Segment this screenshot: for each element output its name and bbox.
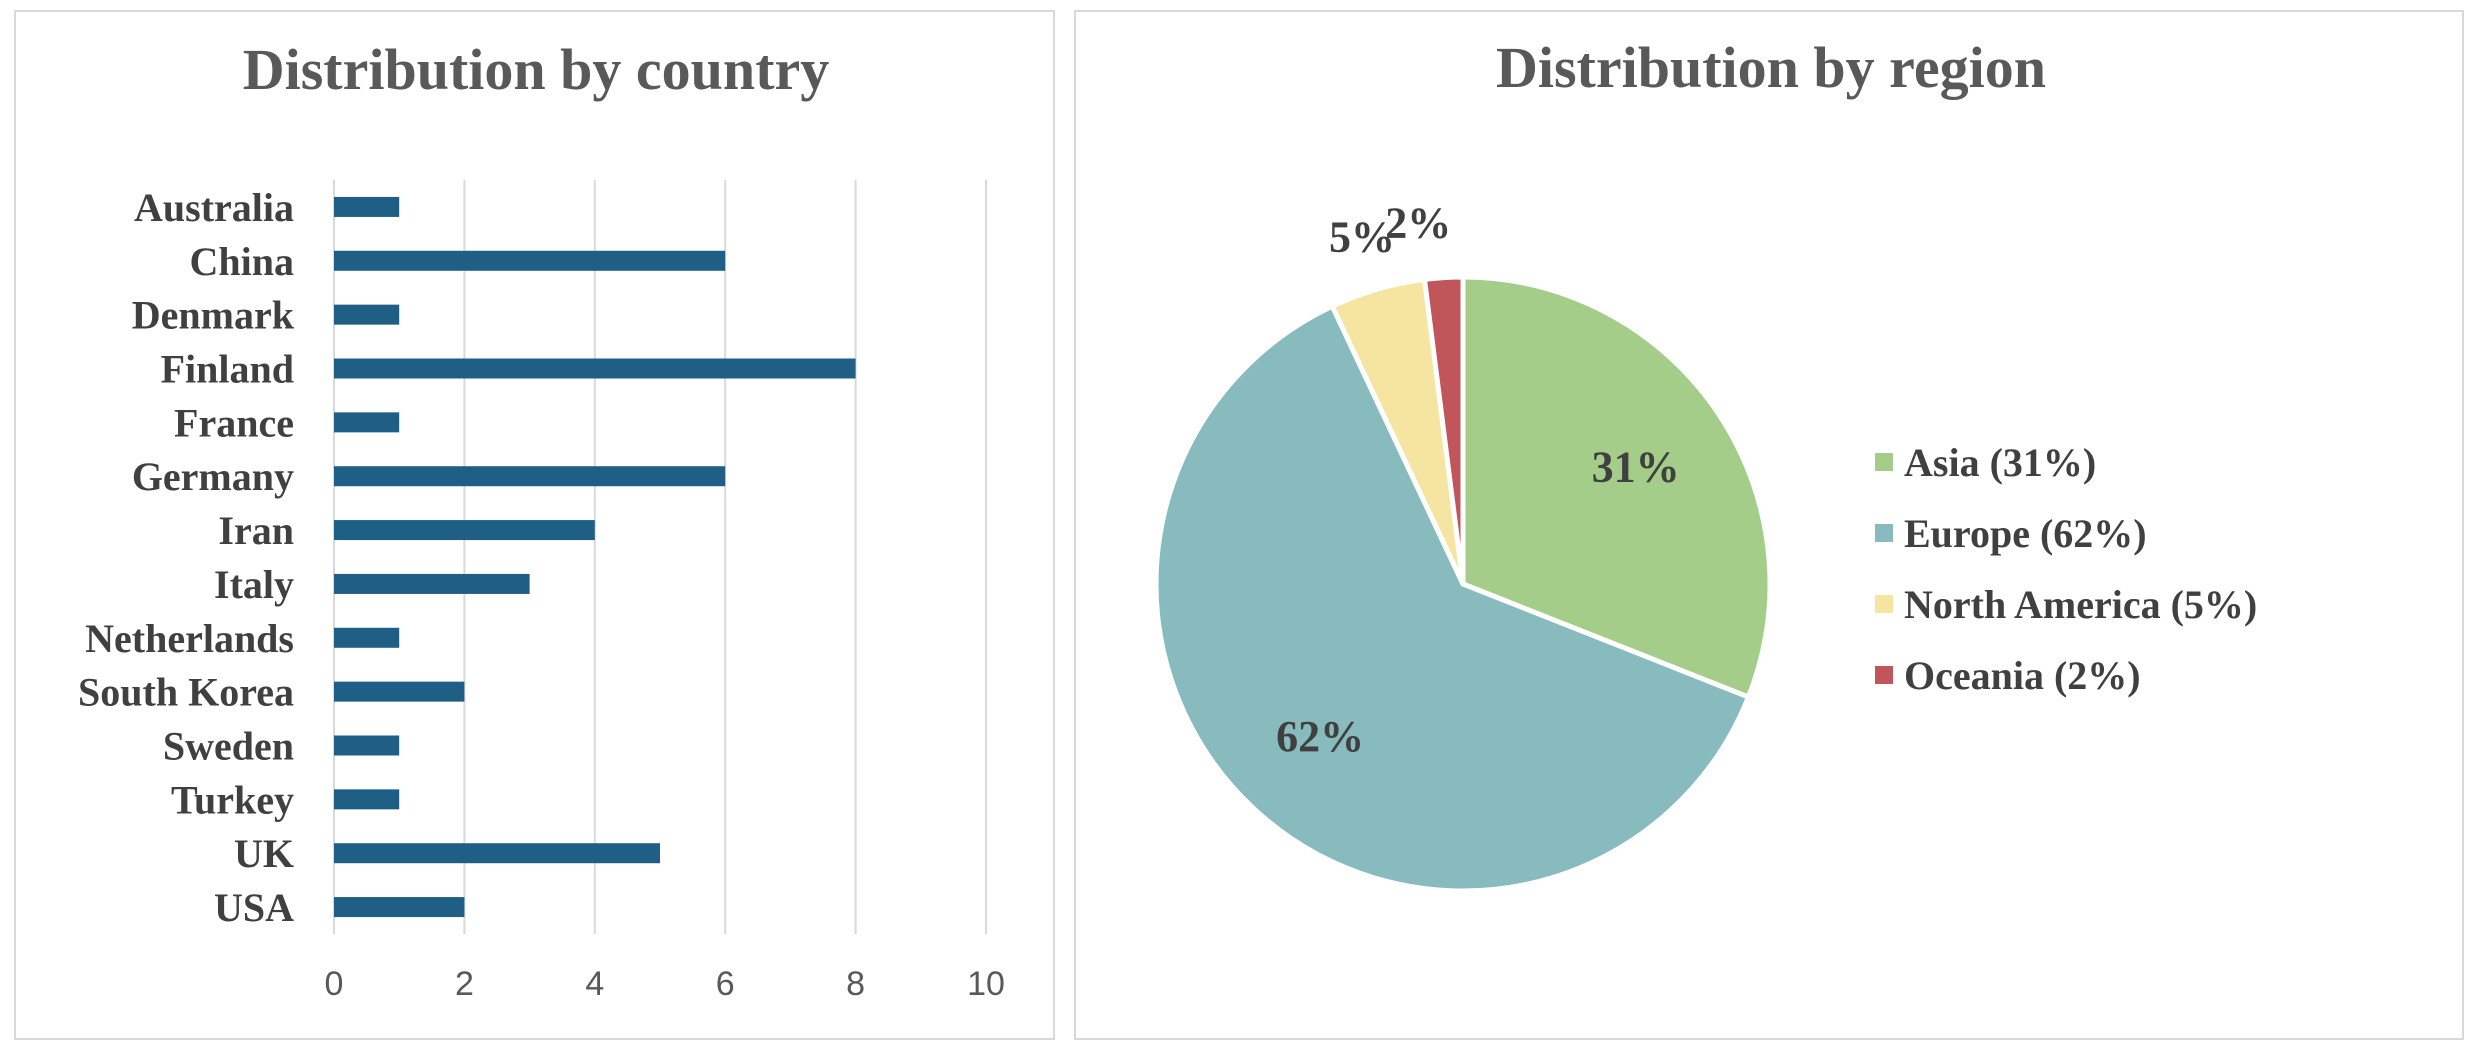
- country-chart-panel: Distribution by country Australia China De…: [14, 10, 1055, 1040]
- data-label-europe: 62%: [1276, 712, 1364, 761]
- bar-france: [334, 412, 400, 433]
- data-label-asia: 31%: [1592, 443, 1680, 492]
- bar-italy: [334, 573, 530, 594]
- legend-label-oceania: Oceania (2%): [1904, 653, 2141, 698]
- category-label-turkey: Turkey: [171, 777, 294, 822]
- category-label-finland: Finland: [161, 347, 294, 392]
- bar-netherlands: [334, 627, 400, 648]
- pie-slice-asia: [1460, 274, 1773, 700]
- category-label-usa: USA: [214, 885, 294, 930]
- country-bar-chart: Distribution by country Australia China De…: [78, 37, 1005, 1003]
- bar-denmark: [334, 304, 400, 325]
- bar-australia: [334, 196, 400, 217]
- category-label-germany: Germany: [132, 454, 294, 499]
- x-tick-label-10: 10: [967, 965, 1005, 1003]
- category-label-iran: Iran: [218, 508, 294, 553]
- data-label-north-america: 5%: [1329, 212, 1395, 261]
- country-chart-title: Distribution by country: [243, 37, 830, 102]
- x-tick-label-8: 8: [846, 965, 865, 1003]
- pie-slice-europe: [1153, 303, 1751, 894]
- x-tick-label-4: 4: [585, 965, 604, 1003]
- category-label-sweden: Sweden: [163, 724, 294, 769]
- bar-south-korea: [334, 681, 465, 702]
- bar-finland: [334, 358, 856, 379]
- category-label-australia: Australia: [134, 185, 294, 230]
- category-label-china: China: [190, 239, 295, 284]
- x-tick-label-6: 6: [716, 965, 735, 1003]
- category-label-italy: Italy: [214, 562, 294, 607]
- legend-label-asia: Asia (31%): [1904, 440, 2096, 485]
- region-chart-panel: Distribution by region 31% 62% 5% 2% Asia (…: [1074, 10, 2464, 1040]
- bar-turkey: [334, 789, 400, 810]
- category-label-uk: UK: [234, 831, 294, 876]
- category-label-france: France: [174, 400, 294, 445]
- bar-china: [334, 250, 726, 271]
- bar-usa: [334, 897, 465, 918]
- region-pie-chart: Distribution by region 31% 62% 5%2% Asia (…: [1153, 35, 2257, 894]
- legend-swatch-asia: [1875, 453, 1893, 471]
- category-label-south-korea: South Korea: [78, 670, 294, 715]
- legend-label-europe: Europe (62%): [1904, 511, 2147, 556]
- bar-germany: [334, 466, 726, 487]
- bar-uk: [334, 843, 660, 864]
- x-tick-label-2: 2: [455, 965, 474, 1003]
- pie-slice-oceania: [1422, 274, 1466, 587]
- category-label-denmark: Denmark: [132, 293, 295, 338]
- legend-swatch-north-america: [1875, 595, 1893, 613]
- legend-label-north-america: North America (5%): [1904, 582, 2257, 627]
- region-chart-title: Distribution by region: [1496, 35, 2046, 100]
- legend-swatch-oceania: [1875, 666, 1893, 684]
- x-tick-label-0: 0: [325, 965, 344, 1003]
- data-label-oceania: 2%: [1385, 199, 1451, 248]
- legend-swatch-europe: [1875, 524, 1893, 542]
- bar-sweden: [334, 735, 400, 756]
- bar-iran: [334, 520, 595, 541]
- category-label-netherlands: Netherlands: [85, 616, 294, 661]
